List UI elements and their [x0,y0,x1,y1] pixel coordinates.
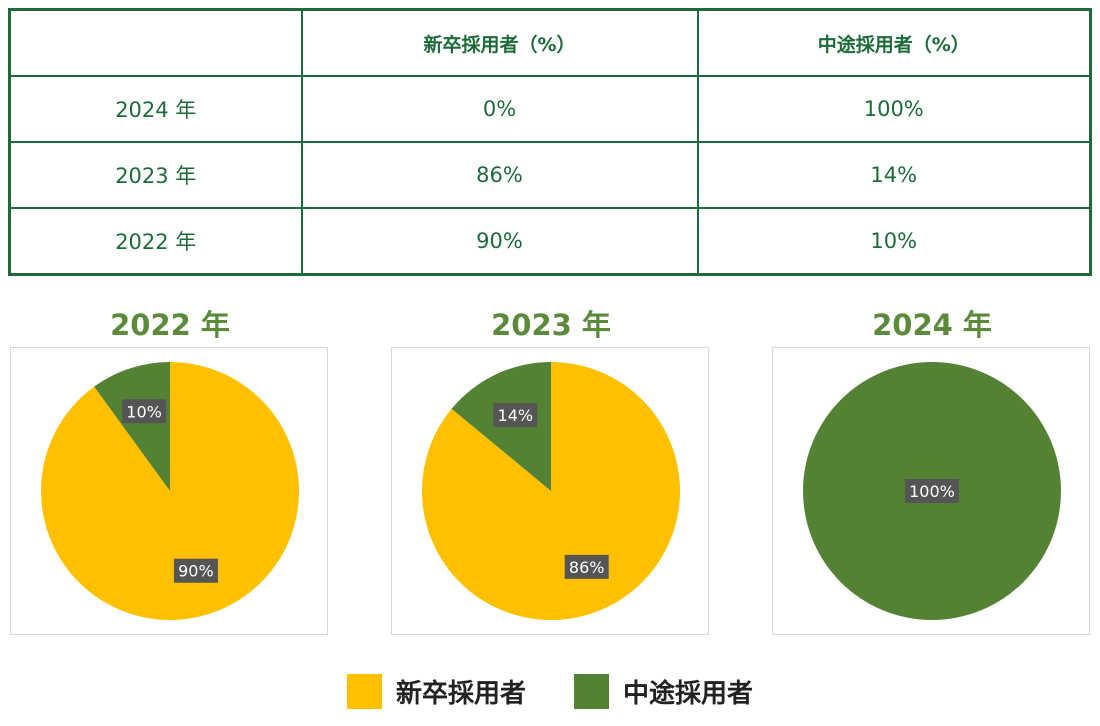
data-label-box [905,479,959,503]
data-label-box [173,558,218,583]
chart-title-2022: 2022 年 [110,308,230,342]
chart-legend: 新卒採用者 中途採用者 [0,671,1100,711]
table-row: 2023 年 86% 14% [8,141,1092,209]
pie-svg-2024: 100% [803,362,1061,620]
pie-slice-new-grad [40,362,299,620]
header-cell-empty [8,8,303,77]
data-label-box [493,403,538,428]
table-row: 2024 年 0% 100% [8,75,1092,143]
row-year-cell: 2022 年 [8,207,303,276]
data-label-new-grad: 90% [178,562,214,581]
data-label-box [122,399,167,424]
chart-title-2023: 2023 年 [491,308,611,342]
legend-item-new-grad: 新卒採用者 [346,673,526,710]
chart-title-2024: 2024 年 [872,308,992,342]
row-mid-career-cell: 100% [696,75,1092,143]
legend-label-mid-career: 中途採用者 [623,678,754,709]
table-row: 2022 年 90% 10% [8,207,1092,276]
recruitment-table: 新卒採用者（%） 中途採用者（%） 2024 年 0% 100% 2023 年 … [8,8,1092,276]
row-new-grad-cell: 86% [300,141,699,209]
data-label-box [564,554,609,579]
data-label-new-grad: 86% [569,558,605,577]
pie-chart-2024: 100% [772,347,1090,635]
row-mid-career-cell: 10% [696,207,1092,276]
legend-label-new-grad: 新卒採用者 [395,678,526,709]
legend-swatch-mid-career [574,673,609,709]
data-label-mid-career: 100% [909,482,955,501]
pie-chart-2022: 90% 10% [10,347,328,635]
row-new-grad-cell: 90% [300,207,699,276]
pie-svg-2023: 86% 14% [422,362,680,620]
legend-swatch-new-grad [346,673,382,709]
row-year-cell: 2023 年 [8,141,303,209]
pie-svg-2022: 90% 10% [40,362,299,620]
pie-chart-2023: 86% 14% [391,347,709,635]
data-label-mid-career: 10% [126,402,162,421]
header-cell-new-grad: 新卒採用者（%） [300,8,699,77]
row-new-grad-cell: 0% [300,75,699,143]
row-mid-career-cell: 14% [696,141,1092,209]
data-label-mid-career: 14% [498,406,534,425]
legend-item-mid-career: 中途採用者 [574,673,753,710]
row-year-cell: 2024 年 [8,75,303,143]
table-header-row: 新卒採用者（%） 中途採用者（%） [8,8,1092,77]
header-cell-mid-career: 中途採用者（%） [696,8,1092,77]
pie-slice-mid-career [94,362,170,491]
